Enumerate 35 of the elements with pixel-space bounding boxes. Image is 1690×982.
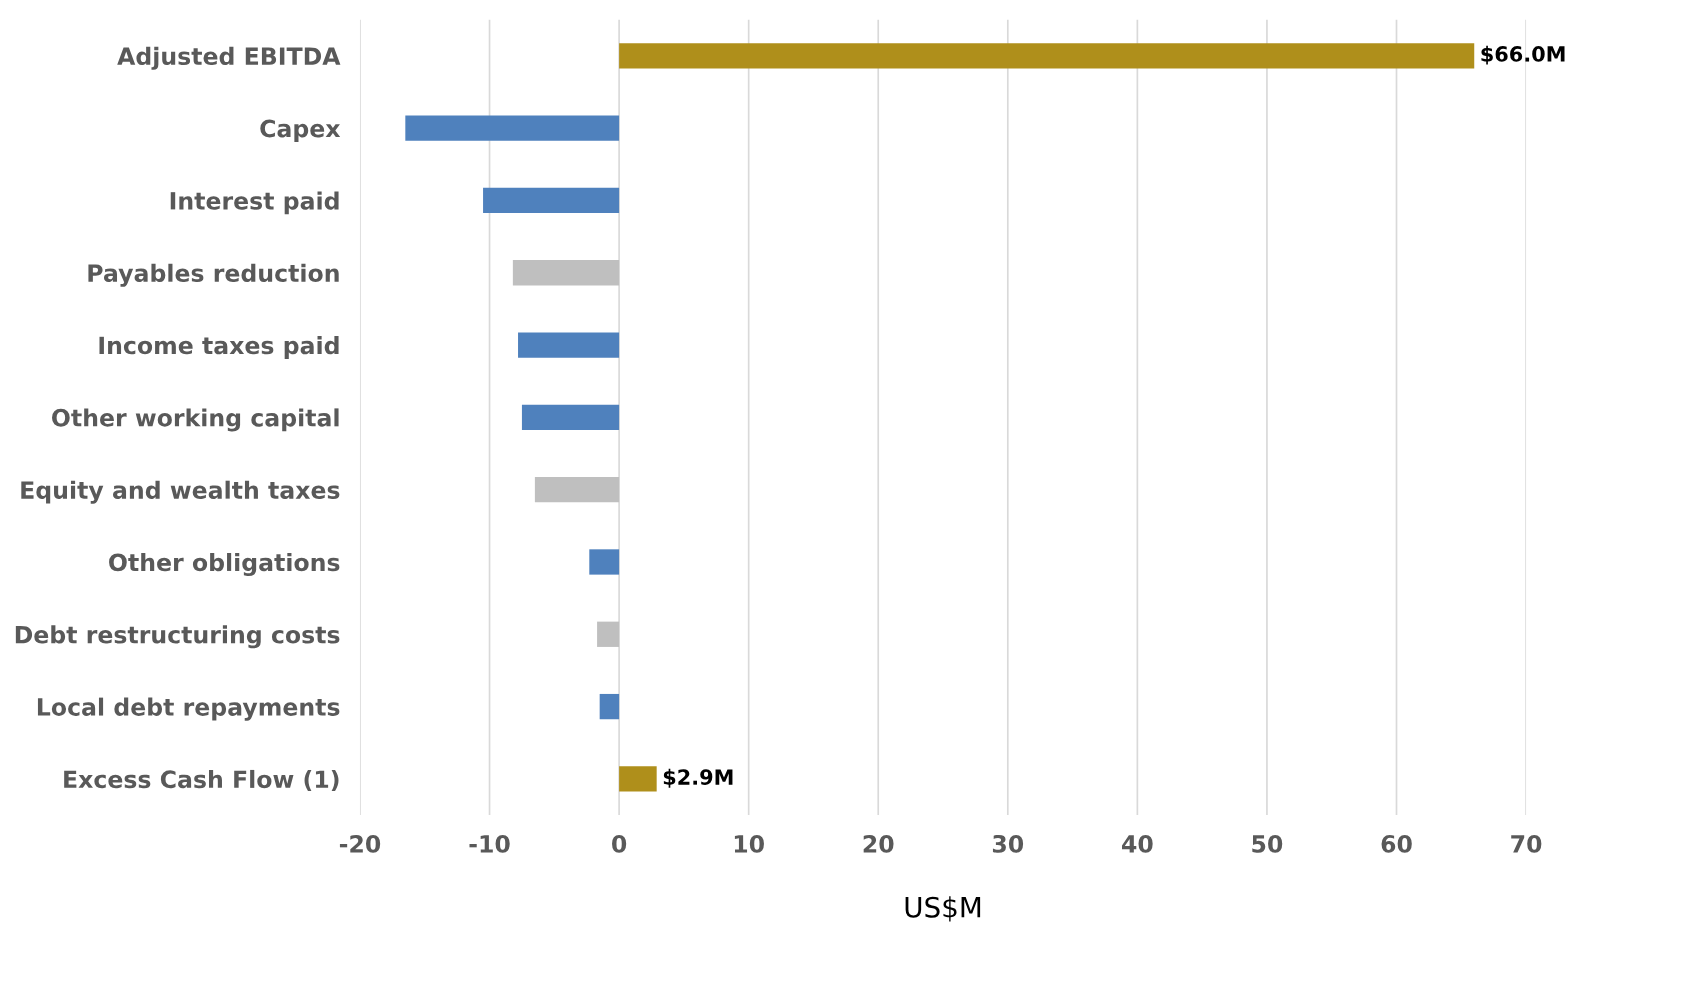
y-tick-label: Income taxes paid — [99, 336, 339, 359]
bar — [512, 260, 620, 286]
y-tick-label: Other working capital — [52, 408, 339, 432]
x-tick-label: -20 — [339, 834, 381, 853]
bar — [483, 187, 620, 214]
x-tick-label: 50 — [1252, 834, 1283, 853]
y-tick-label: Payables reduction — [88, 263, 339, 287]
x-tick-label: 30 — [992, 834, 1024, 853]
y-tick-label: Interest paid — [170, 191, 339, 215]
bar — [518, 332, 620, 358]
y-tick-label: Capex — [260, 119, 341, 142]
data-label: $66.0M — [1481, 45, 1565, 65]
x-axis-title: US$M — [905, 896, 981, 922]
y-tick-label: Debt restructuring costs — [15, 625, 340, 649]
x-tick-label: 20 — [863, 834, 894, 853]
x-tick-label: -10 — [469, 834, 510, 853]
x-tick-label: 70 — [1511, 834, 1542, 853]
bar — [589, 549, 620, 575]
bar — [521, 404, 620, 430]
bar — [619, 43, 1475, 69]
y-tick-label: Adjusted EBITDA — [117, 46, 341, 70]
x-tick-label: 0 — [612, 834, 627, 853]
bar — [619, 766, 657, 792]
bar — [405, 115, 620, 141]
y-tick-label: Excess Cash Flow (1) — [64, 769, 339, 791]
data-label: $2.9M — [663, 768, 733, 788]
y-tick-label: Equity and wealth taxes — [21, 480, 340, 504]
x-tick-label: 60 — [1381, 834, 1412, 853]
y-tick-label: Other obligations — [109, 553, 340, 577]
bar — [597, 621, 620, 647]
y-tick-label: Local debt repayments — [37, 697, 340, 721]
x-tick-label: 10 — [734, 834, 764, 853]
bar — [534, 477, 620, 503]
x-tick-label: 40 — [1122, 834, 1153, 853]
bar — [599, 693, 620, 720]
